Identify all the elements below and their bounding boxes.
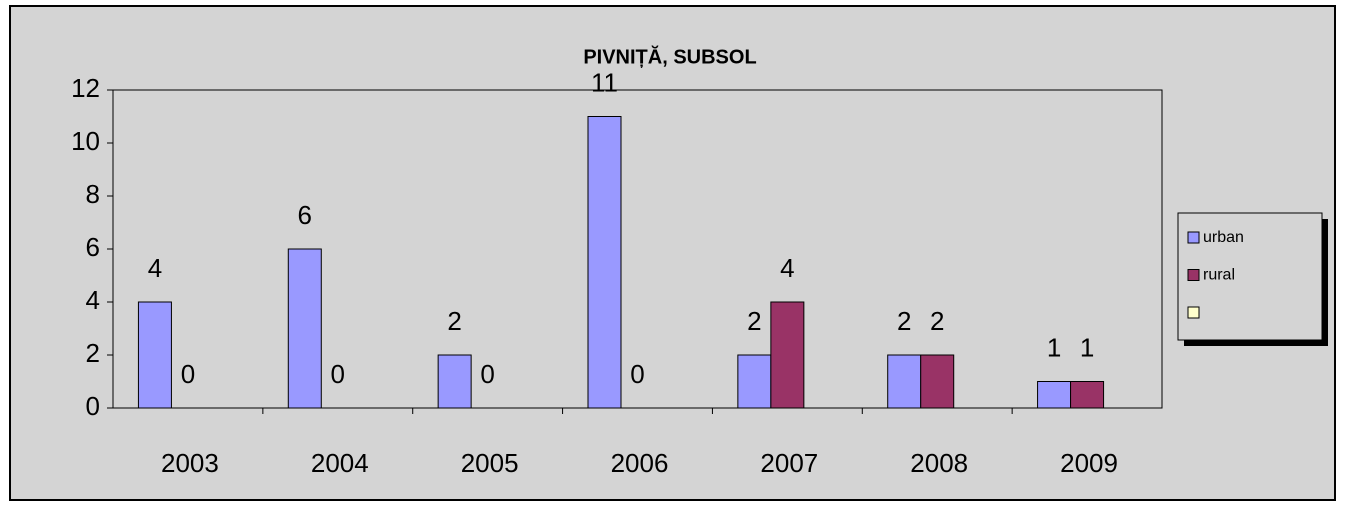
data-label: 2 xyxy=(747,306,761,336)
legend-swatch xyxy=(1187,306,1200,319)
data-label: 0 xyxy=(480,359,494,389)
y-tick-label: 4 xyxy=(86,285,100,315)
bar xyxy=(770,301,805,409)
legend-swatch xyxy=(1187,269,1200,281)
y-tick-label: 2 xyxy=(86,338,100,368)
legend-label: urban xyxy=(1203,229,1244,246)
x-tick-label: 2007 xyxy=(760,448,818,478)
data-label: 0 xyxy=(331,359,345,389)
bar xyxy=(887,354,922,409)
data-label: 6 xyxy=(298,200,312,230)
bar xyxy=(587,116,622,409)
data-label: 1 xyxy=(1047,332,1061,362)
y-tick-label: 0 xyxy=(86,391,100,421)
x-tick-label: 2005 xyxy=(461,448,519,478)
legend-label: rural xyxy=(1203,267,1235,284)
x-tick-label: 2008 xyxy=(910,448,968,478)
bar xyxy=(1037,381,1072,409)
bar xyxy=(1070,381,1105,409)
x-tick-label: 2009 xyxy=(1060,448,1118,478)
data-label: 2 xyxy=(447,306,461,336)
data-label: 2 xyxy=(897,306,911,336)
y-tick-label: 8 xyxy=(86,179,100,209)
bar xyxy=(737,354,772,409)
bar xyxy=(287,248,322,409)
data-label: 2 xyxy=(930,306,944,336)
legend xyxy=(1177,212,1323,341)
x-tick-label: 2006 xyxy=(611,448,669,478)
y-tick-label: 6 xyxy=(86,232,100,262)
y-tick-label: 10 xyxy=(71,126,100,156)
data-label: 11 xyxy=(591,67,618,97)
data-label: 0 xyxy=(630,359,644,389)
data-label: 1 xyxy=(1080,332,1094,362)
chart-title: PIVNIȚĂ, SUBSOL xyxy=(583,45,756,68)
y-tick-label: 12 xyxy=(71,73,100,103)
data-label: 4 xyxy=(780,253,794,283)
x-tick-label: 2003 xyxy=(161,448,219,478)
bar xyxy=(137,301,172,409)
bar xyxy=(920,354,955,409)
legend-swatch xyxy=(1187,231,1200,244)
data-label: 4 xyxy=(148,253,162,283)
bar xyxy=(437,354,472,409)
data-label: 0 xyxy=(181,359,195,389)
x-tick-label: 2004 xyxy=(311,448,369,478)
